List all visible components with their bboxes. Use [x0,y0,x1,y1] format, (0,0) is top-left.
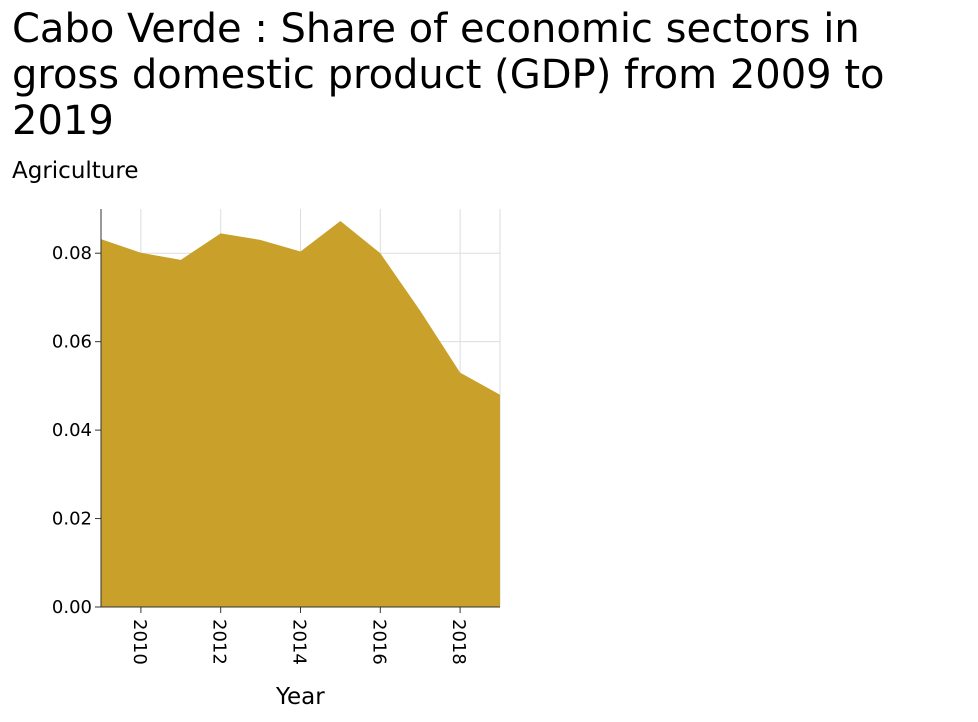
chart-title: Cabo Verde : Share of economic sectors i… [12,6,885,144]
x-axis-label: Year [276,684,325,710]
y-axis-label: Agriculture [12,158,139,184]
x-tick-label: 2018 [448,619,469,665]
y-tick-label: 0.04 [52,420,92,441]
x-tick-label: 2014 [289,619,310,665]
x-tick-label: 2016 [368,619,389,665]
y-tick-label: 0.08 [52,243,92,264]
y-tick-label: 0.02 [52,509,92,530]
series-area [101,220,500,607]
x-tick-label: 2010 [129,619,150,665]
x-tick-label: 2012 [209,619,230,665]
y-tick-label: 0.06 [52,332,92,353]
y-tick-label: 0.00 [52,597,92,618]
